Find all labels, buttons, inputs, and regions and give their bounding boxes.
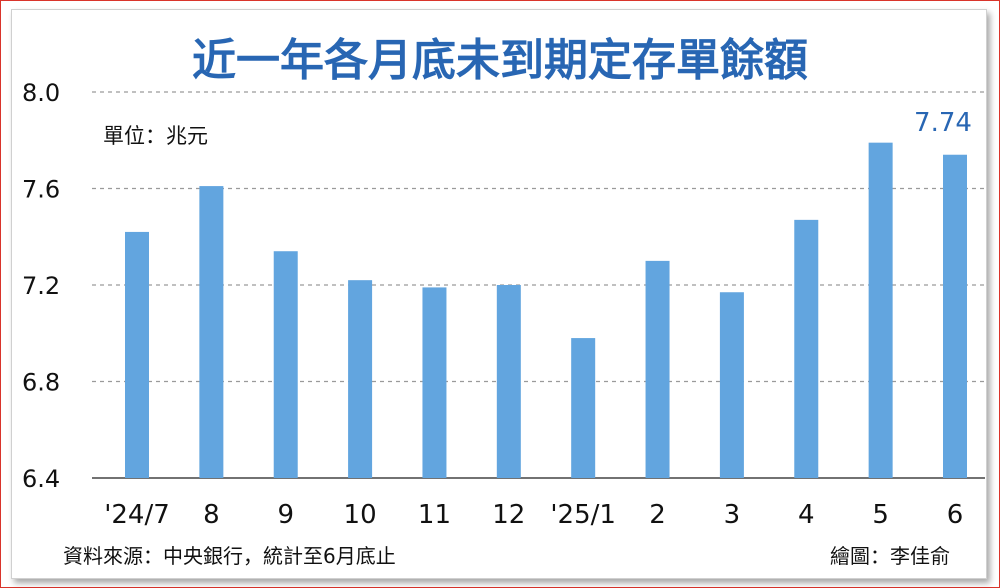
bar-7 xyxy=(645,260,670,478)
x-tick-label: 3 xyxy=(724,500,741,530)
bar-2 xyxy=(273,251,298,478)
x-tick-label: 4 xyxy=(798,500,815,530)
y-tick-label: 7.6 xyxy=(22,176,60,204)
x-tick-label: 11 xyxy=(418,500,451,530)
bar-0 xyxy=(125,231,149,478)
source-note: 資料來源：中央銀行，統計至6月底止 xyxy=(63,544,396,568)
y-tick-label: 8.0 xyxy=(22,79,60,107)
y-tick-label: 7.2 xyxy=(22,272,60,300)
x-tick-label: 6 xyxy=(947,500,964,530)
x-tick-label: 10 xyxy=(344,500,377,530)
bar-11 xyxy=(943,154,967,478)
bar-3 xyxy=(348,280,373,478)
credit-note: 繪圖：李佳俞 xyxy=(830,544,950,568)
y-tick-label: 6.4 xyxy=(22,465,60,493)
bar-9 xyxy=(794,219,819,479)
bar-8 xyxy=(719,292,744,478)
bar-10 xyxy=(868,142,893,478)
x-tick-label: 8 xyxy=(203,500,220,530)
x-tick-label: '25/1 xyxy=(550,500,616,530)
x-tick-label: 9 xyxy=(277,500,294,530)
bar-value-label-6: 7.74 xyxy=(914,108,972,138)
y-tick-label: 6.8 xyxy=(22,369,60,397)
x-tick-label: 5 xyxy=(872,500,889,530)
bar-4 xyxy=(422,287,447,478)
x-tick-label: 2 xyxy=(649,500,666,530)
bar-6 xyxy=(571,338,596,478)
x-tick-label: '24/7 xyxy=(104,500,170,530)
chart-title: 近一年各月底未到期定存單餘額 xyxy=(192,35,808,86)
bar-1 xyxy=(199,186,224,478)
x-tick-label: 12 xyxy=(492,500,525,530)
unit-label: 單位：兆元 xyxy=(103,124,208,148)
bar-5 xyxy=(496,285,521,478)
